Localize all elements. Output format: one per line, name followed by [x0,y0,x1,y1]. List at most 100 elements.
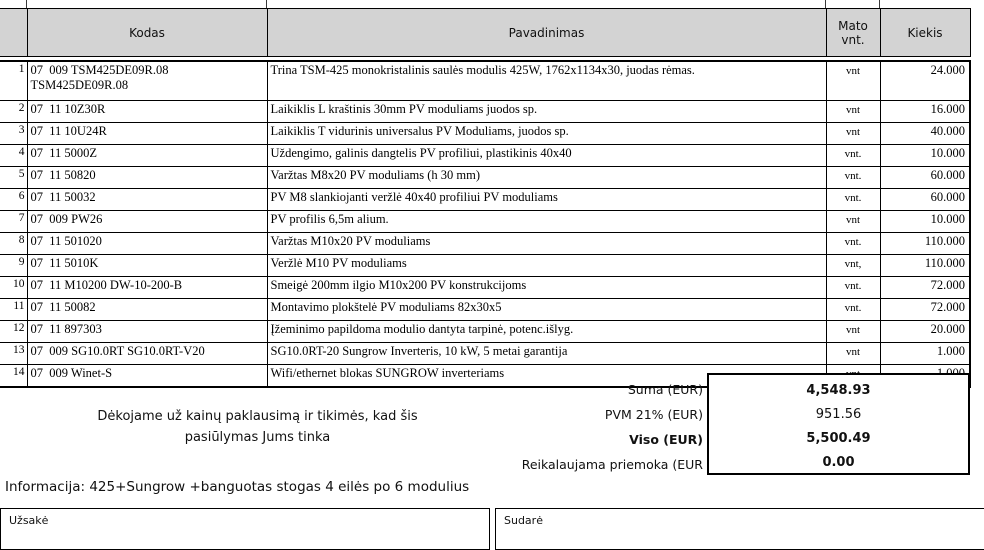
info-line: Informacija: 425+Sungrow +banguotas stog… [5,479,470,495]
cell-pavadinimas: PV M8 slankiojanti veržlė 40x40 profiliu… [266,188,827,211]
totals-labels: Suma (EUR) PVM 21% (EUR) Viso (EUR) Reik… [300,377,703,477]
cell-kiekis: 60.000 [879,188,971,211]
cell-kodas: 07 11 50082 [26,298,268,321]
row-number: 2 [0,100,28,123]
prepared-by-label: Sudarė [504,514,543,527]
row-number: 14 [0,364,28,388]
value-pvm: 951.56 [815,407,862,422]
cell-pavadinimas: Uždengimo, galinis dangtelis PV profiliu… [266,144,827,167]
cell-kodas: 07 009 PW26 [26,210,268,233]
cell-kodas: 07 009 SG10.0RT SG10.0RT-V20 [26,342,268,365]
table-row: 7 07 009 PW26 PV profilis 6,5m alium. vn… [0,210,971,233]
label-suma: Suma (EUR) [627,382,703,397]
row-number: 3 [0,122,28,145]
cell-mato: vnt. [825,144,881,167]
cell-kiekis: 110.000 [879,254,971,277]
prepared-by-box: Sudarė [495,508,984,550]
column-tick [825,0,826,9]
label-pvm: PVM 21% (EUR) [604,407,703,422]
cell-mato: vnt. [825,232,881,255]
row-number: 7 [0,210,28,233]
table-row: 11 07 11 50082 Montavimo plokštelė PV mo… [0,298,971,321]
cell-kodas: 07 11 897303 [26,320,268,343]
table-row: 4 07 11 5000Z Uždengimo, galinis dangtel… [0,144,971,167]
column-tick [266,0,267,9]
cell-kodas: 07 11 50032 [26,188,268,211]
table-row: 2 07 11 10Z30R Laikiklis L kraštinis 30m… [0,100,971,123]
cell-pavadinimas: PV profilis 6,5m alium. [266,210,827,233]
row-number: 9 [0,254,28,277]
row-number: 12 [0,320,28,343]
ordered-by-label: Užsakė [9,514,49,527]
cell-kiekis: 20.000 [879,320,971,343]
value-viso: 5,500.49 [806,431,871,446]
cell-kodas: 07 11 M10200 DW-10-200-B [26,276,268,299]
cell-pavadinimas: Montavimo plokštelė PV moduliams 82x30x5 [266,298,827,321]
row-number: 8 [0,232,28,255]
value-suma: 4,548.93 [806,383,871,398]
cell-pavadinimas: Veržlė M10 PV moduliams [266,254,827,277]
header-cell-kiekis: Kiekis [879,8,971,57]
cell-pavadinimas: Trina TSM-425 monokristalinis saulės mod… [266,60,827,101]
cell-kiekis: 72.000 [879,298,971,321]
row-number: 5 [0,166,28,189]
table-row: 3 07 11 10U24R Laikiklis T vidurinis uni… [0,122,971,145]
cell-kiekis: 1.000 [879,342,971,365]
cell-kodas: 07 11 10Z30R [26,100,268,123]
cell-mato: vnt [825,122,881,145]
ordered-by-box: Užsakė [0,508,490,550]
totals-box: 4,548.93 951.56 5,500.49 0.00 [707,373,970,475]
cell-kodas: 07 009 TSM425DE09R.08 TSM425DE09R.08 [26,60,268,101]
cell-kodas: 07 009 Winet-S [26,364,268,388]
table-row: 12 07 11 897303 Įžeminimo papildoma modu… [0,320,971,343]
cell-kodas: 07 11 5000Z [26,144,268,167]
cell-kodas: 07 11 501020 [26,232,268,255]
row-number: 13 [0,342,28,365]
row-number: 11 [0,298,28,321]
table-row: 5 07 11 50820 Varžtas M8x20 PV moduliams… [0,166,971,189]
row-number: 4 [0,144,28,167]
cell-mato: vnt [825,342,881,365]
value-priemoka: 0.00 [822,455,855,470]
table-row: 10 07 11 M10200 DW-10-200-B Smeigė 200mm… [0,276,971,299]
cell-pavadinimas: Laikiklis L kraštinis 30mm PV moduliams … [266,100,827,123]
thanks-line-1: Dėkojame už kainų paklausimą ir tikimės,… [97,409,418,424]
table-row: 1 07 009 TSM425DE09R.08 TSM425DE09R.08 T… [0,60,971,101]
row-number: 10 [0,276,28,299]
table-row: 9 07 11 5010K Veržlė M10 PV moduliams vn… [0,254,971,277]
cell-kiekis: 60.000 [879,166,971,189]
cell-kiekis: 10.000 [879,210,971,233]
cell-mato: vnt. [825,166,881,189]
cell-kiekis: 72.000 [879,276,971,299]
thanks-note: Dėkojame už kainų paklausimą ir tikimės,… [35,406,480,448]
column-tick [879,0,880,9]
row-number: 1 [0,60,28,101]
cell-pavadinimas: SG10.0RT-20 Sungrow Inverteris, 10 kW, 5… [266,342,827,365]
cell-kiekis: 16.000 [879,100,971,123]
cell-kodas: 07 11 10U24R [26,122,268,145]
table-row: 6 07 11 50032 PV M8 slankiojanti veržlė … [0,188,971,211]
cell-mato: vnt [825,320,881,343]
cell-pavadinimas: Smeigė 200mm ilgio M10x200 PV konstrukci… [266,276,827,299]
label-priemoka: Reikalaujama priemoka (EUR [521,457,703,472]
cell-kiekis: 10.000 [879,144,971,167]
table-row: 13 07 009 SG10.0RT SG10.0RT-V20 SG10.0RT… [0,342,971,365]
thanks-line-2: pasiūlymas Jums tinka [184,430,331,445]
header-cell-pavadinimas: Pavadinimas [266,8,827,57]
cell-kodas: 07 11 50820 [26,166,268,189]
cell-pavadinimas: Varžtas M8x20 PV moduliams (h 30 mm) [266,166,827,189]
cell-pavadinimas: Varžtas M10x20 PV moduliams [266,232,827,255]
cell-pavadinimas: Įžeminimo papildoma modulio dantyta tarp… [266,320,827,343]
row-number: 6 [0,188,28,211]
header-cell-mato-vnt: Mato vnt. [825,8,881,57]
cell-mato: vnt [825,210,881,233]
header-cell-kodas: Kodas [26,8,268,57]
cell-mato: vnt [825,100,881,123]
column-tick [26,0,27,9]
cell-pavadinimas: Laikiklis T vidurinis universalus PV Mod… [266,122,827,145]
cell-mato: vnt. [825,276,881,299]
items-table-header: Kodas Pavadinimas Mato vnt. Kiekis [0,8,971,57]
items-table: 1 07 009 TSM425DE09R.08 TSM425DE09R.08 T… [0,60,971,388]
cell-mato: vnt, [825,254,881,277]
header-cell-nr [0,8,28,57]
